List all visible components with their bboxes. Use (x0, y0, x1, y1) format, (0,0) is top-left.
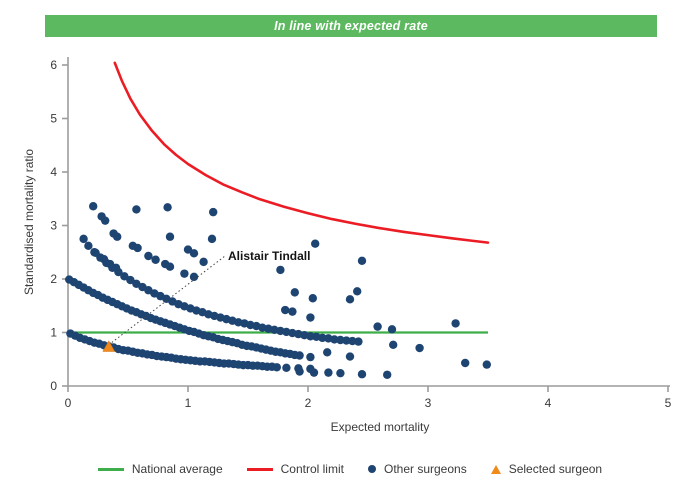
legend-item-control-limit: Control limit (246, 462, 344, 476)
other-surgeons-dot-swatch (367, 465, 376, 473)
legend-item-selected-surgeon: Selected surgeon (490, 462, 603, 476)
funnel-plot-chart: 0 1 2 3 4 5 6 0 1 2 3 4 5 Alistair Tindall Expected … (22, 57, 672, 434)
legend-label: Control limit (280, 462, 344, 476)
annotation: Alistair Tindall (111, 249, 310, 343)
svg-text:2: 2 (50, 272, 57, 286)
legend-label: Other surgeons (383, 462, 467, 476)
tick-labels: 0 1 2 3 4 5 6 0 1 2 3 4 5 (50, 58, 671, 410)
legend-item-other-surgeons: Other surgeons (367, 462, 467, 476)
svg-text:4: 4 (50, 165, 57, 179)
selected-surgeon-marker (102, 340, 116, 352)
status-banner: In line with expected rate (45, 15, 657, 37)
national-average-line-swatch (97, 467, 124, 471)
svg-text:2: 2 (305, 396, 312, 410)
selected-surgeon-triangle-icon (490, 464, 501, 474)
control-limit-line-swatch (246, 467, 273, 471)
y-axis-title: Standardised mortality ratio (22, 149, 36, 295)
svg-text:4: 4 (545, 396, 552, 410)
control-limit-line (113, 61, 490, 244)
svg-text:5: 5 (50, 112, 57, 126)
svg-text:1: 1 (185, 396, 192, 410)
x-axis-title: Expected mortality (331, 420, 430, 434)
svg-text:1: 1 (50, 326, 57, 340)
svg-text:3: 3 (425, 396, 432, 410)
annotation-label: Alistair Tindall (228, 249, 310, 263)
svg-text:5: 5 (665, 396, 672, 410)
svg-text:6: 6 (50, 58, 57, 72)
svg-text:0: 0 (65, 396, 72, 410)
legend-label: Selected surgeon (508, 462, 603, 476)
svg-text:3: 3 (50, 219, 57, 233)
scatter-points (65, 202, 491, 379)
legend-item-national-average: National average (97, 462, 223, 476)
chart-legend: National average Control limit Other sur… (0, 456, 700, 482)
legend-label: National average (131, 462, 223, 476)
svg-text:0: 0 (50, 379, 57, 393)
